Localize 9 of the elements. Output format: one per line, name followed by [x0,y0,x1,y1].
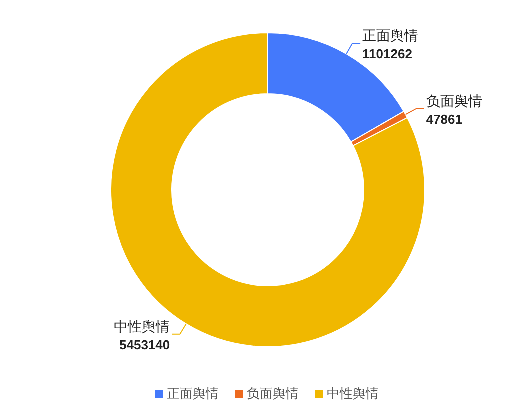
legend-label: 中性舆情 [327,386,379,401]
slice-label: 中性舆情 [114,318,170,334]
slice-label: 负面舆情 [426,92,482,109]
slice-label: 正面舆情 [362,28,419,44]
data-label: 1101262 [362,46,412,62]
legend-label: 负面舆情 [247,386,299,401]
data-label: 47861 [426,112,462,127]
legend-label: 正面舆情 [167,386,219,401]
data-label: 5453140 [120,337,170,352]
